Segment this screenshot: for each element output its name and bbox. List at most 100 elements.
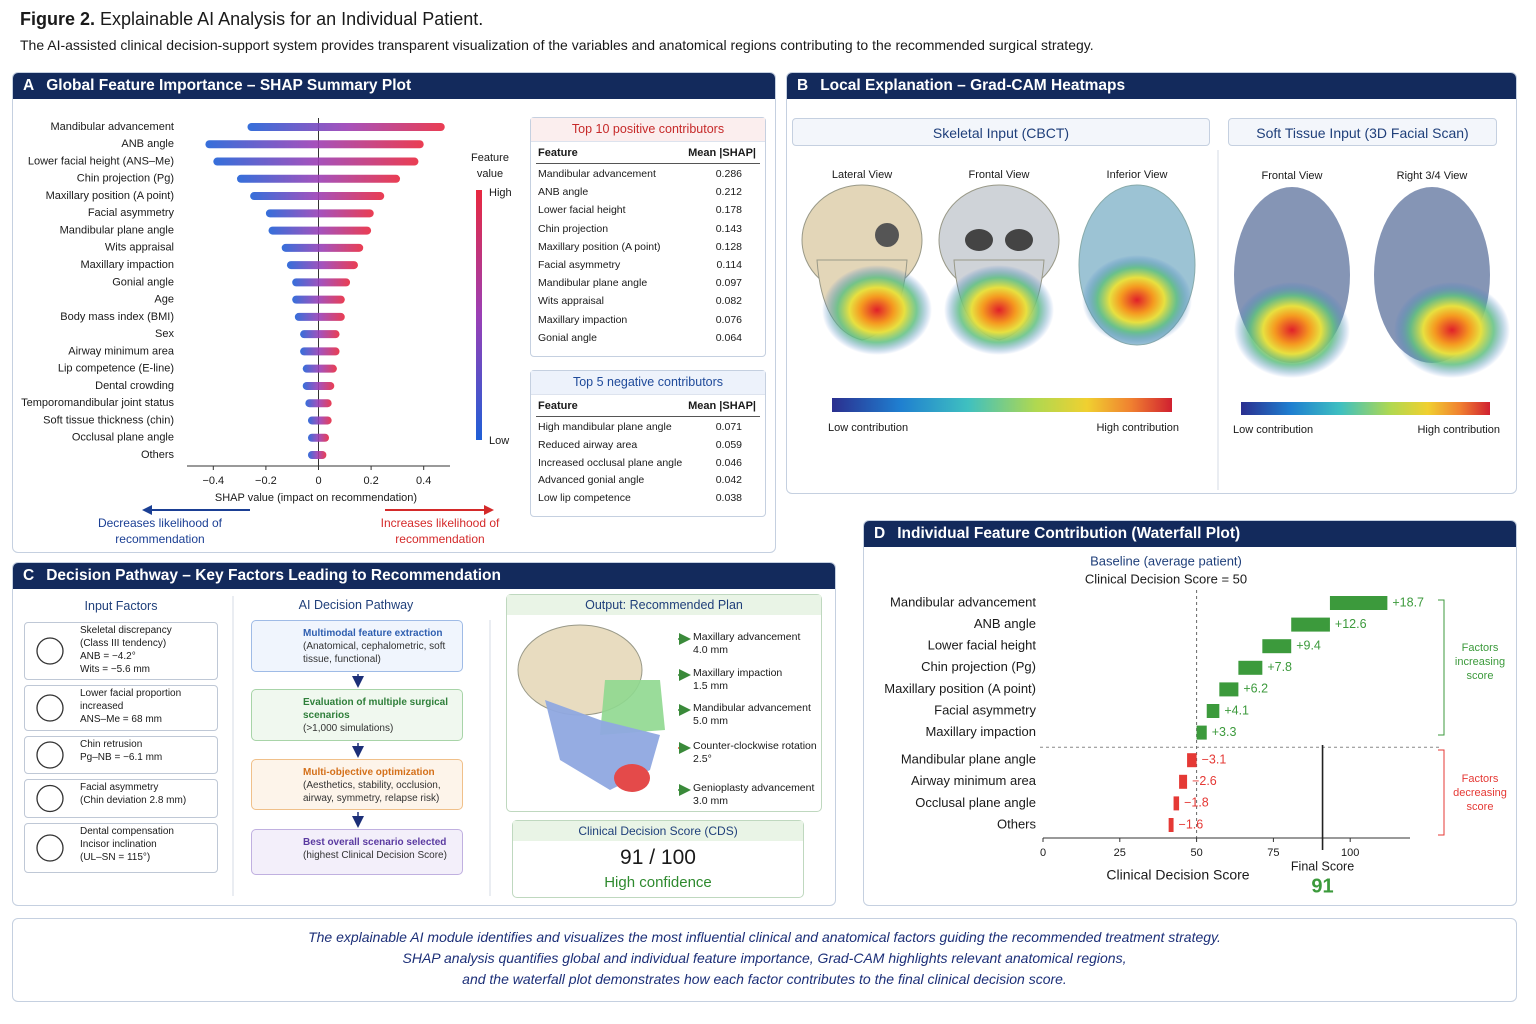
shap-spread <box>307 433 330 442</box>
feature-label: Others <box>997 816 1037 831</box>
table-cell: 0.128 <box>715 240 742 253</box>
plan-item: Mandibular advancement 5.0 mm <box>693 702 821 728</box>
shap-spread <box>300 347 340 356</box>
x-axis-label: SHAP value (impact on recommendation) <box>215 492 417 504</box>
input-icon <box>36 784 64 813</box>
arrow-head <box>142 505 152 515</box>
shap-spread <box>205 140 424 149</box>
feature-label: Chin projection (Pg) <box>77 173 174 185</box>
input-icon <box>36 741 64 769</box>
final-value: 91 <box>1311 875 1333 897</box>
shap-spread <box>265 209 374 218</box>
cds-score: 91 / 100 <box>620 846 696 869</box>
footer-line: SHAP analysis quantifies global and indi… <box>402 950 1127 966</box>
table-cell: High mandibular plane angle <box>538 421 672 433</box>
table-cell: 0.114 <box>716 259 743 271</box>
step-box <box>251 689 463 741</box>
feature-label: Mandibular plane angle <box>901 752 1036 767</box>
step-text: Best overall scenario selected (highest C… <box>303 836 458 862</box>
input-text: Lower facial proportion <box>80 688 182 699</box>
panel-d: D Individual Feature Contribution (Waterf… <box>863 520 1517 906</box>
plan-title: Counter-clockwise rotation <box>693 740 817 752</box>
feature-label: Facial asymmetry <box>934 702 1036 717</box>
table-cell: Maxillary impaction <box>538 313 628 326</box>
eye-socket <box>875 223 899 247</box>
subpanel-title: Skeletal Input (CBCT) <box>792 118 1210 146</box>
bar <box>1196 725 1207 740</box>
table-cell: Mandibular advancement <box>538 168 656 180</box>
feature-label: Age <box>154 294 174 306</box>
shap-spread <box>302 364 337 373</box>
eye-socket <box>965 229 993 251</box>
feature-label: Mandibular advancement <box>890 594 1036 609</box>
baseline-title: Baseline (average patient) <box>1090 553 1242 568</box>
group-label: Factors decreasing score <box>1453 773 1507 813</box>
table-cell: 0.059 <box>715 438 742 451</box>
input-box <box>24 622 218 680</box>
shap-spread <box>300 330 340 339</box>
shap-spread <box>236 174 401 183</box>
bar <box>1262 639 1292 654</box>
input-box <box>24 823 218 873</box>
table-cell: 0.212 <box>715 186 742 199</box>
panel-letter: A <box>23 77 35 94</box>
baseline-text: Clinical Decision Score = 50 <box>1085 571 1247 586</box>
table-cell: 0.064 <box>715 331 742 344</box>
value-label: +7.8 <box>1267 660 1292 674</box>
feature-label: Lower facial height <box>928 638 1037 653</box>
table-cell: 0.286 <box>715 168 742 180</box>
rule <box>536 163 760 164</box>
figure-subtitle: The AI-assisted clinical decision-suppor… <box>20 37 1094 53</box>
feature-label: Body mass index (BMI) <box>60 311 174 323</box>
panel-letter: D <box>874 525 886 542</box>
colorbar <box>476 190 482 440</box>
panel-header: D Individual Feature Contribution (Waterf… <box>864 521 1516 547</box>
shap-spread <box>307 416 332 425</box>
figure-title: Explainable AI Analysis for an Individua… <box>100 9 484 29</box>
colorbar-low: Low contribution <box>1233 424 1313 436</box>
input-text: ANB = −4.2° <box>80 651 136 662</box>
plan-detail: 1.5 mm <box>693 680 729 692</box>
rule <box>536 416 760 417</box>
heatmap <box>1082 255 1192 345</box>
input-text: Pg–NB = −6.1 mm <box>80 752 163 763</box>
annotation: Decreases likelihood of recommendation <box>97 516 223 546</box>
feature-label: Soft tissue thickness (chin) <box>43 414 174 426</box>
annotation: Increases likelihood of recommendation <box>380 516 500 546</box>
colorbar-high: High contribution <box>1096 422 1179 434</box>
table-cell: Reduced airway area <box>538 438 638 451</box>
step-box <box>251 829 463 875</box>
feature-label: Sex <box>155 328 174 340</box>
colorbar-high: High <box>489 187 512 199</box>
figure-heading: Figure 2. Explainable AI Analysis for an… <box>20 9 483 30</box>
plan-title: Mandibular advancement <box>693 702 811 714</box>
table-cell: Wits appraisal <box>538 295 604 308</box>
step-detail: (highest Clinical Decision Score) <box>303 850 447 861</box>
table-cell: Mandibular plane angle <box>538 277 648 290</box>
column-header: Feature <box>538 400 578 412</box>
panel-letter: B <box>797 77 809 94</box>
feature-label: ANB angle <box>121 138 174 150</box>
table-cell: Low lip competence <box>538 492 631 505</box>
view-label: Frontal View <box>1262 170 1323 182</box>
bar <box>1238 660 1263 675</box>
table-cell: Lower facial height <box>538 204 626 217</box>
heatmap <box>1234 282 1350 378</box>
plan-title: Genioplasty advancement <box>693 782 815 794</box>
panel-a: A Global Feature Importance – SHAP Summar… <box>12 72 776 553</box>
table-cell: 0.038 <box>715 492 742 505</box>
table-cell: Maxillary position (A point) <box>538 240 661 253</box>
cds-box <box>512 820 804 898</box>
shap-spread <box>268 226 372 235</box>
input-text: (UL–SN = 115°) <box>80 852 151 863</box>
step-title: Best overall scenario selected <box>303 837 447 848</box>
input-text: Chin retrusion <box>80 739 143 750</box>
input-text: ANS–Me = 68 mm <box>80 714 162 725</box>
step-detail: (Aesthetics, stability, occlusion, airwa… <box>303 780 441 804</box>
input-text: Incisor inclination <box>80 839 157 850</box>
step-text: Multimodal feature extraction (Anatomical… <box>303 627 458 666</box>
plan-title: Maxillary impaction <box>693 667 783 679</box>
panel-header: C Decision Pathway – Key Factors Leading … <box>13 563 835 589</box>
shap-spread <box>302 381 335 390</box>
